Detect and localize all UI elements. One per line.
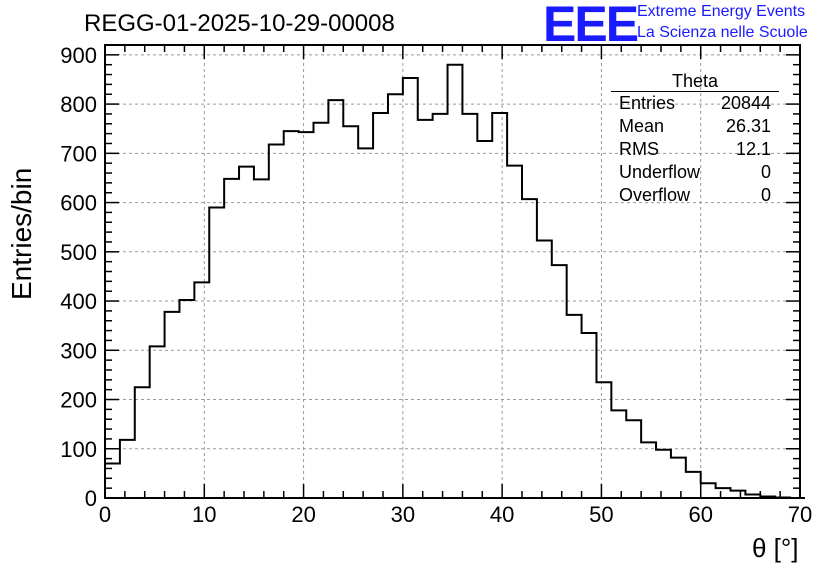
histogram-bin <box>120 440 135 498</box>
y-tick-label: 700 <box>60 141 97 166</box>
histogram-bin <box>537 240 552 498</box>
histogram-bin <box>328 100 343 498</box>
histogram-bin <box>701 483 716 498</box>
histogram-bin <box>507 166 522 498</box>
stats-row-mean: Mean 26.31 <box>611 115 779 138</box>
stats-title: Theta <box>611 71 779 92</box>
histogram-bin <box>150 346 165 498</box>
logo-text-line2: La Scienza nelle Scuole <box>637 24 808 41</box>
histogram-bin <box>373 113 388 498</box>
histogram-bin <box>135 387 150 498</box>
histogram-bin <box>418 120 433 498</box>
y-tick-label: 400 <box>60 289 97 314</box>
histogram-bin <box>671 458 686 498</box>
histogram-bin <box>358 148 373 498</box>
histogram-bin <box>448 65 463 498</box>
histogram-bin <box>567 315 582 498</box>
histogram-bin <box>165 312 180 498</box>
histogram-bin <box>209 207 224 498</box>
histogram-bin <box>194 282 209 498</box>
stats-row-entries: Entries 20844 <box>611 92 779 115</box>
stats-label: Underflow <box>619 162 701 182</box>
logo-text-line1: Extreme Energy Events <box>637 3 806 20</box>
stats-value: 20844 <box>720 93 771 113</box>
y-tick-label: 300 <box>60 338 97 363</box>
y-tick-label: 100 <box>60 437 97 462</box>
stats-value: 12.1 <box>735 139 771 159</box>
stats-value: 0 <box>760 162 771 182</box>
histogram-bin <box>611 410 626 498</box>
y-tick-label: 500 <box>60 240 97 265</box>
histogram-bin <box>299 132 314 498</box>
chart-title: REGG-01-2025-10-29-00008 <box>84 10 395 37</box>
histogram-bin <box>224 179 239 498</box>
x-tick-label: 70 <box>788 502 812 527</box>
x-tick-label: 20 <box>291 502 315 527</box>
histogram-bin <box>254 179 269 498</box>
histogram-bin <box>656 450 671 498</box>
stats-row-rms: RMS 12.1 <box>611 138 779 161</box>
x-tick-label: 30 <box>391 502 415 527</box>
x-tick-label: 0 <box>99 502 111 527</box>
y-tick-label: 600 <box>60 191 97 216</box>
stats-value: 0 <box>760 185 771 205</box>
histogram-bin <box>284 131 299 498</box>
x-tick-label: 50 <box>589 502 613 527</box>
histogram-bin <box>477 141 492 498</box>
y-tick-label: 900 <box>60 43 97 68</box>
histogram-bin <box>462 114 477 498</box>
histogram-bin <box>269 144 284 498</box>
histogram-bin <box>343 126 358 498</box>
y-axis-label: Entries/bin <box>6 167 37 300</box>
x-tick-label: 60 <box>688 502 712 527</box>
stats-row-underflow: Underflow 0 <box>611 161 779 184</box>
stats-box: Theta Entries 20844 Mean 26.31 RMS 12.1 … <box>611 71 779 207</box>
x-tick-label: 40 <box>490 502 514 527</box>
stats-row-overflow: Overflow 0 <box>611 184 779 207</box>
stats-value: 26.31 <box>725 116 771 136</box>
histogram-bin <box>314 123 329 498</box>
x-tick-labels: 0 10 20 30 40 50 60 70 <box>99 502 812 527</box>
histogram-bin <box>626 420 641 498</box>
histogram-bin <box>522 199 537 498</box>
x-axis-label: θ [°] <box>752 533 799 563</box>
histogram-bin <box>492 113 507 498</box>
histogram-bin <box>403 78 418 498</box>
eee-logo: EEE <box>543 0 639 52</box>
axis-ticks <box>104 44 801 499</box>
y-tick-label: 200 <box>60 388 97 413</box>
histogram-bin <box>641 442 656 498</box>
histogram-bin <box>716 488 731 498</box>
stats-label: Mean <box>619 116 665 136</box>
histogram-bin <box>179 300 194 498</box>
y-tick-label: 800 <box>60 92 97 117</box>
histogram-bin <box>433 114 448 498</box>
histogram-bin <box>686 472 701 498</box>
x-tick-label: 10 <box>192 502 216 527</box>
grid-lines <box>105 45 800 498</box>
histogram-bin <box>388 94 403 498</box>
histogram-bin <box>552 265 567 498</box>
histogram-bin <box>582 333 597 498</box>
histogram-bin <box>731 491 746 498</box>
stats-label: Overflow <box>619 185 691 205</box>
stats-label: RMS <box>619 139 659 159</box>
y-tick-label: 0 <box>85 486 97 511</box>
y-tick-labels: 0 100 200 300 400 500 600 700 800 900 <box>60 43 97 511</box>
histogram-outline <box>104 63 805 499</box>
stats-label: Entries <box>619 93 676 113</box>
